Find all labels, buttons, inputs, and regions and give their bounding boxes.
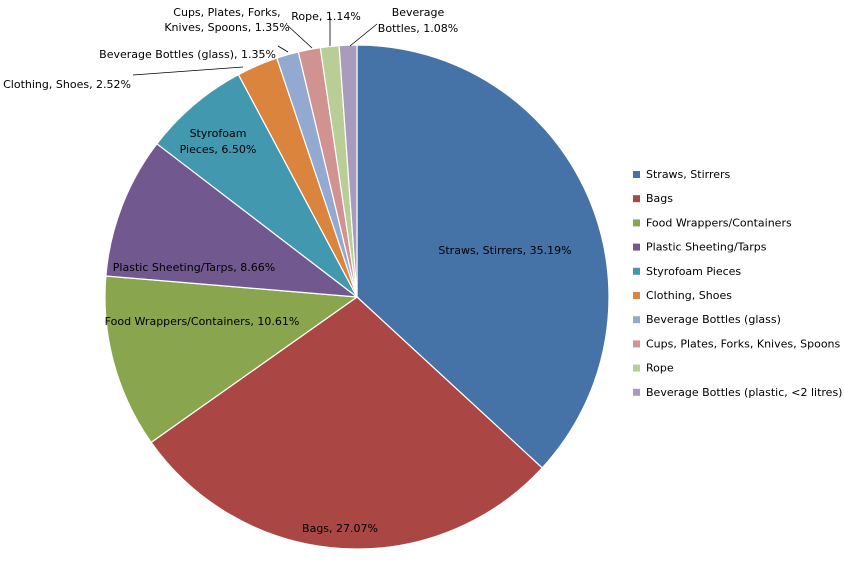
legend-swatch-8 [633, 340, 640, 348]
pie-slice-4 [105, 142, 359, 298]
legend-label-6: Clothing, Shoes [646, 289, 732, 302]
data-label-4: Plastic Sheeting/Tarps, 8.66% [113, 261, 275, 274]
data-label-10: Beverage Bottles, 1.08% [378, 6, 458, 35]
data-label-6: Clothing, Shoes, 2.52% [3, 78, 131, 91]
pie-slice-2 [150, 296, 544, 550]
legend-label-5: Styrofoam Pieces [646, 265, 741, 278]
leader-line-8 [286, 24, 313, 49]
data-labels: Straws, Stirrers, 35.19% Bags, 27.07% Food… [3, 6, 571, 535]
pie-slice-3 [104, 275, 359, 444]
data-label-5: Styrofoam Pieces, 6.50% [180, 127, 257, 156]
data-label-3: Food Wrappers/Containers, 10.61% [105, 315, 300, 328]
legend-swatch-2 [633, 195, 640, 203]
legend-label-8: Cups, Plates, Forks, Knives, Spoons [646, 337, 841, 350]
pie-slice-10 [338, 44, 358, 298]
legend: Straws, Stirrers Bags Food Wrappers/Contai… [633, 168, 842, 399]
data-label-9: Rope, 1.14% [291, 10, 361, 23]
legend-swatch-3 [633, 219, 640, 227]
legend-label-9: Rope [646, 362, 674, 375]
leader-line-10 [349, 23, 378, 47]
pie-slices [104, 44, 610, 550]
legend-label-7: Beverage Bottles (glass) [646, 313, 781, 326]
pie-slice-5 [156, 73, 358, 298]
legend-label-2: Bags [646, 192, 673, 205]
legend-label-3: Food Wrappers/Containers [646, 216, 792, 229]
data-label-2: Bags, 27.07% [302, 522, 378, 535]
pie-slice-1 [356, 44, 610, 469]
data-label-1: Straws, Stirrers, 35.19% [438, 244, 571, 257]
legend-swatch-10 [633, 388, 640, 396]
leader-line-6 [132, 66, 244, 76]
legend-swatch-9 [633, 364, 640, 372]
data-label-8: Cups, Plates, Forks, Knives, Spoons, 1.35… [164, 6, 289, 34]
leader-line-7 [277, 45, 289, 53]
legend-swatch-6 [633, 292, 640, 299]
legend-label-4: Plastic Sheeting/Tarps [646, 241, 767, 254]
legend-swatch-1 [633, 171, 640, 178]
label-leader-lines [132, 17, 378, 76]
legend-label-1: Straws, Stirrers [646, 168, 731, 181]
legend-label-10: Beverage Bottles (plastic, <2 litres) [646, 386, 842, 399]
legend-swatch-7 [633, 316, 640, 324]
legend-swatch-4 [633, 243, 640, 251]
data-label-7: Beverage Bottles (glass), 1.35% [99, 48, 276, 61]
legend-swatch-5 [633, 267, 640, 275]
